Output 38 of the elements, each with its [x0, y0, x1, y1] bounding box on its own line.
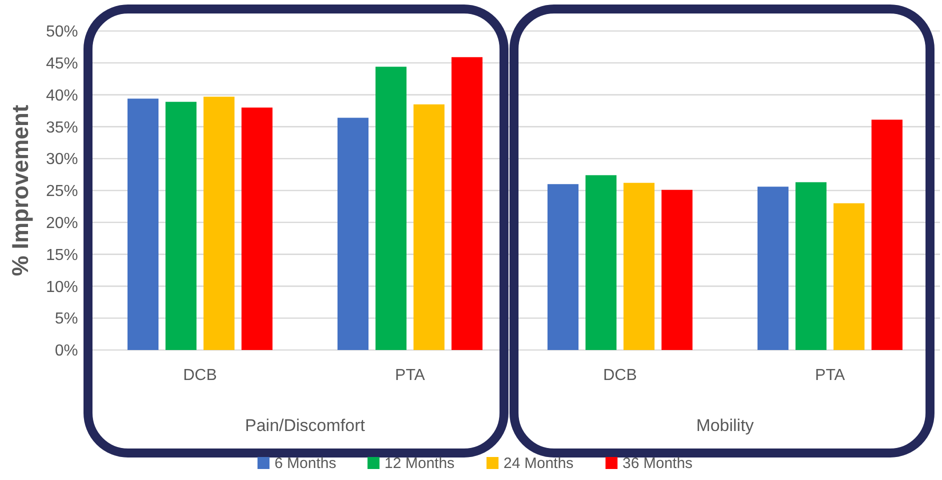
bar	[376, 66, 406, 350]
y-tick-label: 0%	[54, 342, 78, 360]
y-tick-label: 15%	[46, 246, 78, 264]
bar	[242, 108, 272, 350]
bar	[166, 102, 196, 350]
bar	[586, 175, 616, 350]
bar	[128, 98, 158, 350]
bar	[548, 184, 578, 350]
legend-label: 6 Months	[274, 455, 336, 472]
legend-label: 24 Months	[504, 455, 574, 472]
x-tick-label: PTA	[395, 367, 426, 384]
legend-label: 12 Months	[384, 455, 455, 472]
bar	[758, 186, 788, 350]
text: Pain/Discomfort	[245, 416, 366, 435]
y-axis-title: % Improvement	[7, 104, 33, 276]
y-tick-label: 25%	[46, 183, 78, 200]
x-tick-label: DCB	[183, 367, 217, 384]
text: Mobility	[696, 416, 754, 435]
bar	[338, 118, 368, 350]
y-tick-label: 35%	[46, 119, 78, 136]
bar	[624, 182, 654, 350]
bar	[662, 190, 692, 350]
legend-label: 36 Months	[622, 455, 693, 472]
y-tick-label: 30%	[46, 151, 78, 168]
y-tick-label: 20%	[46, 215, 78, 232]
bar	[834, 203, 864, 350]
y-tick-label: 10%	[46, 278, 78, 296]
bar	[204, 96, 234, 350]
bar	[796, 182, 826, 350]
x-tick-label: PTA	[815, 367, 846, 384]
bar	[452, 57, 482, 350]
y-tick-label: 50%	[46, 24, 78, 41]
x-tick-label: DCB	[603, 367, 637, 384]
y-tick-label: 5%	[54, 310, 78, 328]
y-tick-label: 40%	[46, 87, 78, 104]
bar	[414, 104, 444, 350]
y-tick-label: 45%	[46, 56, 78, 72]
bar	[872, 120, 902, 350]
